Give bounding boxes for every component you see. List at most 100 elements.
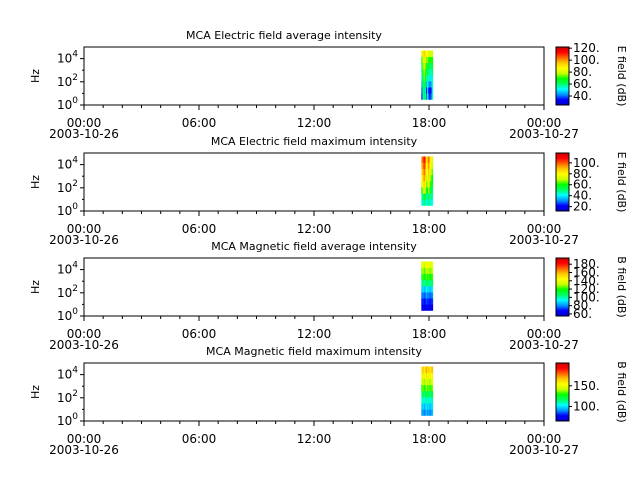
x-tick-label: 12:00 [297, 222, 332, 236]
heatmap-cell [427, 193, 429, 200]
y-axis-label: Hz [29, 280, 42, 294]
heatmap-cell [425, 285, 428, 293]
heatmap-cell [431, 285, 434, 293]
heatmap-cell [430, 403, 432, 410]
heatmap-cell [428, 390, 430, 398]
heatmap-cell [422, 156, 424, 163]
heatmap-cell [422, 403, 424, 410]
heatmap-cell [423, 199, 426, 206]
heatmap-cell [423, 298, 426, 305]
heatmap-cell [422, 174, 424, 182]
heatmap-cell [428, 372, 430, 380]
heatmap-cell [429, 68, 431, 76]
heatmap-cell [431, 378, 434, 386]
heatmap-cell [424, 384, 427, 392]
heatmap-cell [421, 187, 423, 194]
y-tick-label: 104 [57, 366, 78, 382]
heatmap-cell [429, 372, 431, 380]
heatmap-cell [425, 298, 428, 305]
y-tick-label: 100 [57, 96, 78, 112]
heatmap-cell [424, 180, 427, 188]
heatmap-cell [427, 403, 429, 410]
heatmap-cell [423, 366, 426, 373]
heatmap-cell [431, 292, 434, 299]
heatmap-cell [425, 68, 428, 76]
x-tick-date-label: 2003-10-27 [509, 127, 579, 141]
x-tick-label: 18:00 [412, 327, 447, 341]
heatmap-cell [425, 74, 428, 82]
heatmap-cell [424, 56, 427, 64]
heatmap-cell [423, 156, 426, 163]
x-tick-label: 06:00 [182, 432, 217, 446]
heatmap-cell [431, 174, 434, 182]
heatmap-cell [421, 378, 423, 386]
x-tick-date-label: 2003-10-26 [49, 443, 119, 457]
heatmap-cell [429, 50, 431, 57]
heatmap-cell [427, 81, 429, 88]
heatmap-cell [421, 87, 423, 94]
x-tick-date-label: 2003-10-27 [509, 233, 579, 247]
heatmap-cell [429, 156, 431, 163]
heatmap-cell [427, 298, 429, 305]
heatmap-cell [421, 390, 423, 398]
heatmap-cell [429, 187, 431, 194]
heatmap-cell [424, 298, 427, 305]
heatmap-cell [425, 366, 428, 373]
heatmap-cell [425, 378, 428, 386]
heatmap-cell [429, 62, 431, 70]
x-tick-label: 06:00 [182, 116, 217, 130]
heatmap-cell [428, 193, 430, 200]
heatmap-cell [430, 180, 432, 188]
colorbar-tick-label: 40. [573, 189, 592, 203]
heatmap-cell [423, 372, 426, 380]
heatmap-cell [422, 298, 424, 305]
heatmap-cell [430, 62, 432, 70]
y-tick-label: 104 [57, 50, 78, 66]
heatmap [421, 156, 434, 206]
panel-title: MCA Magnetic field maximum intensity [206, 345, 422, 358]
heatmap-cell [429, 390, 431, 398]
heatmap-cell [431, 68, 434, 76]
heatmap-cell [424, 267, 427, 275]
heatmap-cell [431, 193, 434, 200]
heatmap-cell [421, 409, 423, 416]
heatmap-cell [428, 199, 430, 206]
x-tick-date-label: 2003-10-27 [509, 443, 579, 457]
heatmap-cell [428, 174, 430, 182]
heatmap-cell [431, 403, 434, 410]
heatmap-cell [429, 93, 431, 100]
heatmap-cell [423, 279, 426, 287]
heatmap-cell [423, 267, 426, 275]
heatmap-cell [427, 199, 429, 206]
heatmap-cell [431, 162, 434, 170]
heatmap-cell [430, 261, 432, 268]
heatmap-cell [424, 285, 427, 293]
heatmap-cell [429, 261, 431, 268]
heatmap-cell [428, 261, 430, 268]
heatmap-cell [429, 174, 431, 182]
heatmap-cell [423, 384, 426, 392]
panel-title: MCA Magnetic field average intensity [211, 240, 417, 253]
heatmap-cell [430, 409, 432, 416]
x-tick-date-label: 2003-10-26 [49, 127, 119, 141]
colorbar-tick-label: 60. [573, 178, 592, 192]
heatmap-cell [423, 68, 426, 76]
x-tick-label: 12:00 [297, 116, 332, 130]
heatmap-cell [429, 267, 431, 275]
panel-title: MCA Electric field average intensity [186, 29, 382, 42]
heatmap-cell [421, 81, 423, 88]
heatmap-cell [424, 168, 427, 176]
heatmap-cell [421, 56, 423, 64]
heatmap-cell [429, 168, 431, 176]
heatmap-cell [424, 50, 427, 57]
heatmap-cell [422, 261, 424, 268]
heatmap-cell [431, 279, 434, 287]
heatmap-cell [429, 366, 431, 373]
heatmap-cell [429, 384, 431, 392]
heatmap-cell [428, 180, 430, 188]
heatmap-cell [425, 372, 428, 380]
heatmap-cell [430, 267, 432, 275]
heatmap-cell [422, 74, 424, 82]
heatmap-cell [430, 174, 432, 182]
